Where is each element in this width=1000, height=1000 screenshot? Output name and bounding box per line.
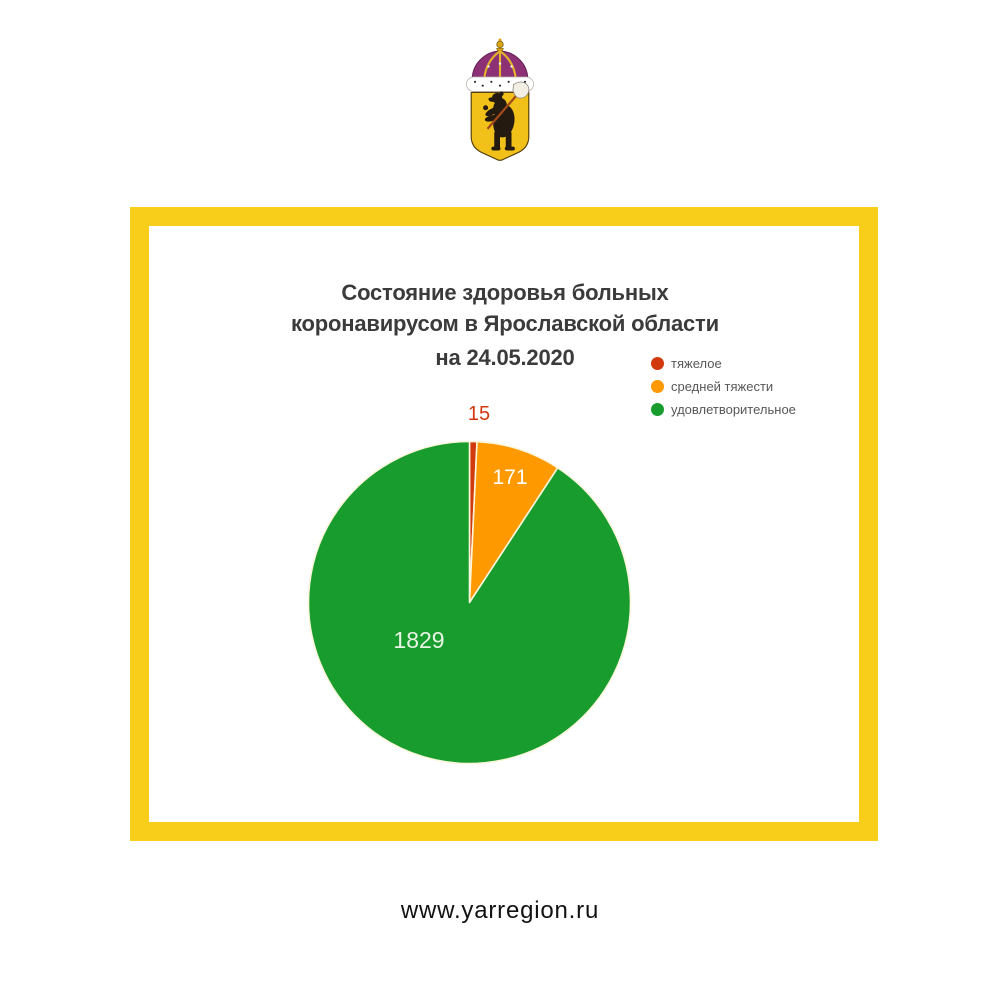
legend-label: средней тяжести (671, 379, 774, 394)
title-line-1: Состояние здоровья больных (341, 280, 669, 305)
legend: тяжелое средней тяжести удовлетворительн… (651, 356, 796, 417)
title-line-date: на 24.05.2020 (435, 345, 575, 370)
website-url: www.yarregion.ru (400, 897, 600, 924)
crown-icon (471, 38, 529, 81)
yaroslavl-coat-of-arms-icon (466, 38, 534, 161)
page-title: Состояние здоровья больных коронавирусом… (150, 277, 860, 373)
legend-label: удовлетворительное (671, 402, 796, 417)
legend-color-dot (651, 380, 664, 393)
bear-icon (483, 91, 515, 151)
legend-label: тяжелое (671, 356, 722, 371)
legend-item-severe: тяжелое (651, 356, 796, 371)
pie-value-label-moderate: 171 (492, 466, 528, 489)
pie-chart (307, 440, 632, 765)
legend-item-satisfactory: удовлетворительное (651, 402, 796, 417)
legend-item-moderate: средней тяжести (651, 379, 796, 394)
legend-color-dot (651, 357, 664, 370)
pie-value-label-satisfactory: 1829 (393, 627, 445, 653)
pie-value-label-severe: 15 (467, 403, 491, 425)
legend-color-dot (651, 403, 664, 416)
pie-slice-3 (307, 440, 632, 765)
title-line-2: коронавирусом в Ярославской области (291, 311, 719, 336)
pie-slice-2 (468, 440, 559, 604)
poleaxe-icon (486, 81, 530, 130)
